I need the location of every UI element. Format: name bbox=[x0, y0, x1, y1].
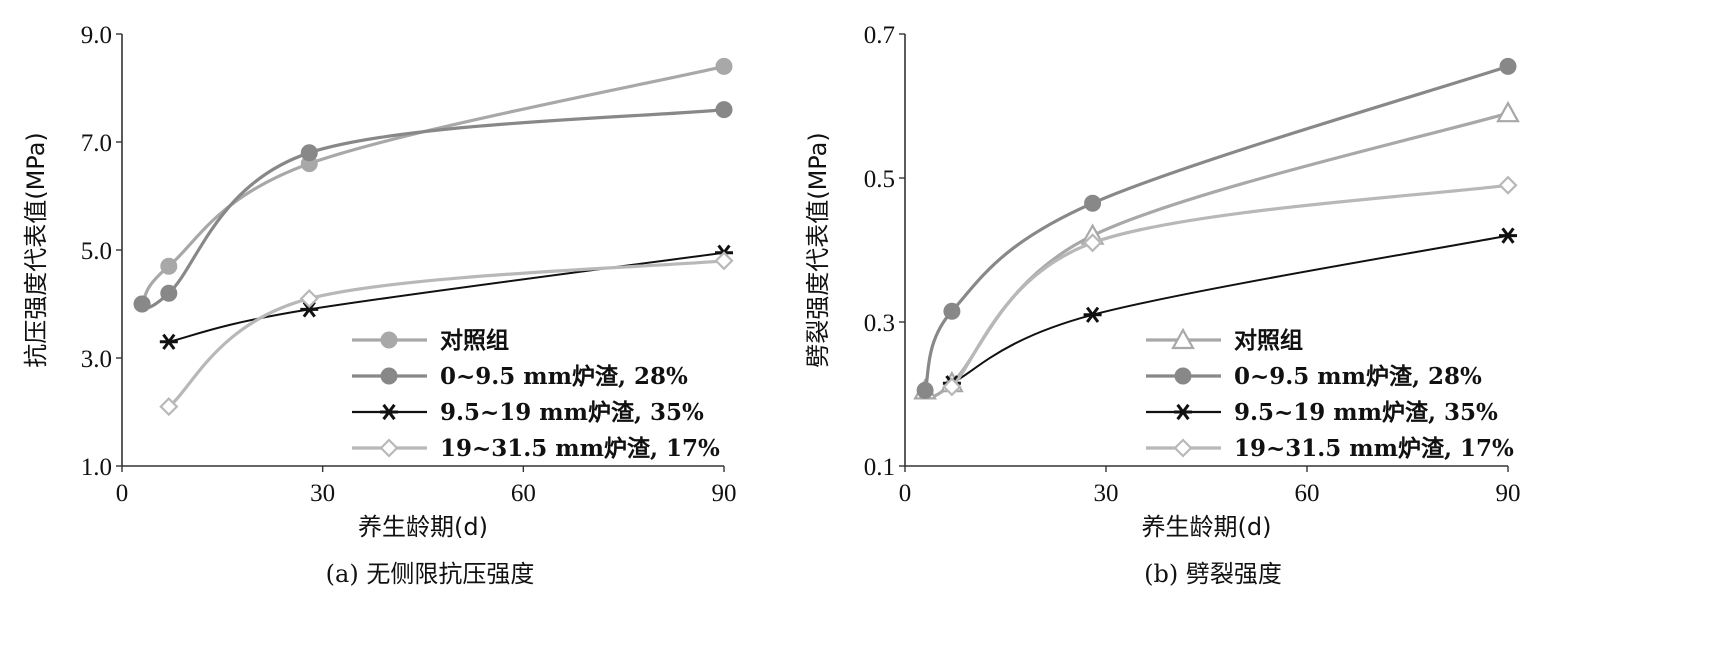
x-tick-label: 30 bbox=[310, 480, 335, 507]
series-line bbox=[950, 183, 1510, 389]
series-line bbox=[950, 234, 1509, 385]
y-tick-label: 7.0 bbox=[81, 130, 112, 157]
legend-item: 0~9.5 mm炉渣, 28% bbox=[1146, 363, 1482, 390]
x-tick-label: 60 bbox=[1295, 480, 1320, 507]
data-point-marker bbox=[715, 101, 733, 119]
x-tick-label: 90 bbox=[1496, 480, 1521, 507]
data-point-marker bbox=[1496, 100, 1520, 123]
data-point-marker bbox=[916, 381, 934, 399]
legend-marker bbox=[380, 367, 398, 385]
series-control bbox=[133, 57, 733, 313]
series-slag_0_9_5 bbox=[916, 57, 1517, 399]
legend-item: 9.5~19 mm炉渣, 35% bbox=[352, 399, 704, 426]
data-point-marker bbox=[714, 251, 734, 271]
y-tick-label: 5.0 bbox=[81, 238, 112, 265]
x-axis-title: 养生龄期(d) bbox=[1142, 513, 1272, 541]
legend-marker bbox=[380, 403, 398, 421]
data-point-marker bbox=[159, 397, 179, 417]
legend-marker bbox=[1174, 403, 1192, 421]
legend-label: 9.5~19 mm炉渣, 35% bbox=[440, 399, 704, 426]
x-tick-label: 30 bbox=[1094, 480, 1119, 507]
legend-marker bbox=[1173, 438, 1193, 458]
y-tick-label: 9.0 bbox=[81, 22, 112, 49]
series-line bbox=[923, 111, 1510, 399]
legend-marker bbox=[1174, 367, 1192, 385]
data-point-marker bbox=[1083, 233, 1103, 253]
y-tick-label: 1.0 bbox=[81, 454, 112, 481]
data-point-marker bbox=[1499, 57, 1517, 75]
data-point-marker bbox=[1499, 227, 1517, 244]
series-line bbox=[140, 108, 726, 309]
data-point-marker bbox=[1083, 306, 1102, 323]
data-point-marker bbox=[942, 377, 962, 397]
y-tick-label: 0.5 bbox=[864, 166, 895, 193]
legend-marker bbox=[380, 331, 398, 349]
series-line bbox=[167, 251, 725, 343]
legend-label: 0~9.5 mm炉渣, 28% bbox=[440, 363, 688, 390]
x-tick-label: 0 bbox=[116, 480, 129, 507]
x-tick-label: 90 bbox=[712, 480, 737, 507]
data-point-marker bbox=[715, 57, 733, 75]
legend-item: 9.5~19 mm炉渣, 35% bbox=[1146, 399, 1498, 426]
legend-item: 19~31.5 mm炉渣, 17% bbox=[1146, 435, 1514, 462]
series-slag_19_31_5 bbox=[942, 175, 1518, 397]
y-tick-label: 0.3 bbox=[864, 310, 895, 337]
chart-caption: (b) 劈裂强度 bbox=[1144, 560, 1282, 588]
data-point-marker bbox=[159, 333, 178, 350]
chart-compressive-strength: 1.0 3.0 5.0 7.0 9.0 0 30 60 90 养生龄期(d) 抗压强度代表值(MPa… bbox=[22, 22, 737, 588]
data-point-marker bbox=[300, 144, 318, 162]
chart-splitting-strength: 0.1 0.3 0.5 0.7 0 30 60 90 养生龄期(d) 劈裂强度代表值(MPa) (b… bbox=[804, 22, 1521, 588]
y-axis-title: 劈裂强度代表值(MPa) bbox=[804, 132, 832, 368]
legend: 对照组 0~9.5 mm炉渣, 28% 9.5~19 mm炉渣, 35% 19~31.… bbox=[1146, 327, 1514, 462]
data-point-marker bbox=[133, 295, 151, 313]
legend-label: 对照组 bbox=[1234, 327, 1303, 354]
legend-item: 对照组 bbox=[1146, 327, 1303, 354]
y-tick-label: 3.0 bbox=[81, 346, 112, 373]
legend-label: 19~31.5 mm炉渣, 17% bbox=[1234, 435, 1514, 462]
legend-label: 0~9.5 mm炉渣, 28% bbox=[1234, 363, 1482, 390]
legend-label: 对照组 bbox=[440, 327, 509, 354]
x-axis-title: 养生龄期(d) bbox=[358, 513, 488, 541]
y-axis-title: 抗压强度代表值(MPa) bbox=[22, 132, 50, 368]
legend: 对照组 0~9.5 mm炉渣, 28% 9.5~19 mm炉渣, 35% 19~31.… bbox=[352, 327, 720, 462]
series-line bbox=[140, 64, 726, 306]
chart-caption: (a) 无侧限抗压强度 bbox=[326, 560, 535, 588]
y-tick-label: 0.7 bbox=[864, 22, 895, 49]
legend-label: 19~31.5 mm炉渣, 17% bbox=[440, 435, 720, 462]
series-slag_0_9_5 bbox=[133, 101, 733, 313]
data-point-marker bbox=[1084, 194, 1102, 212]
legend-item: 对照组 bbox=[352, 327, 509, 354]
legend-marker bbox=[1171, 327, 1195, 350]
data-point-marker bbox=[160, 284, 178, 302]
data-point-marker bbox=[1498, 175, 1518, 195]
data-point-marker bbox=[299, 289, 319, 309]
x-tick-label: 60 bbox=[511, 480, 536, 507]
series-slag_19_31_5 bbox=[159, 251, 734, 417]
data-point-marker bbox=[160, 257, 178, 275]
legend-item: 0~9.5 mm炉渣, 28% bbox=[352, 363, 688, 390]
legend-item: 19~31.5 mm炉渣, 17% bbox=[352, 435, 720, 462]
series-line bbox=[167, 259, 726, 409]
y-tick-label: 0.1 bbox=[864, 454, 895, 481]
series-line bbox=[923, 64, 1510, 392]
data-point-marker bbox=[300, 301, 319, 318]
legend-marker bbox=[379, 438, 399, 458]
x-tick-label: 0 bbox=[899, 480, 912, 507]
data-point-marker bbox=[943, 302, 961, 320]
legend-label: 9.5~19 mm炉渣, 35% bbox=[1234, 399, 1498, 426]
